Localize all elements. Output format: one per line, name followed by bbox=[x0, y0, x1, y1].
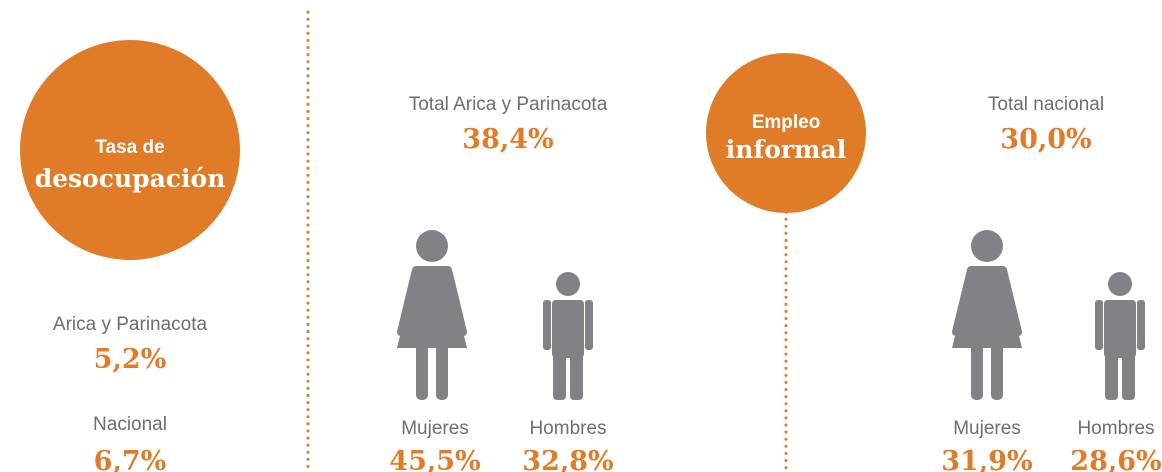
men-value: 28,6% bbox=[1070, 446, 1161, 472]
men-label: Hombres bbox=[1077, 418, 1154, 439]
total-value: 38,4% bbox=[462, 124, 553, 155]
women-value: 45,5% bbox=[389, 446, 480, 472]
woman-icon bbox=[397, 230, 467, 400]
total-value: 30,0% bbox=[1000, 124, 1091, 155]
item-label: Nacional bbox=[93, 414, 167, 435]
badge-small: Tasa de bbox=[95, 137, 164, 158]
total-label: Total Arica y Parinacota bbox=[409, 94, 608, 115]
badge-circle bbox=[706, 53, 866, 213]
item-value: 6,7% bbox=[94, 446, 167, 472]
woman-icon bbox=[952, 230, 1022, 400]
man-icon bbox=[543, 272, 593, 400]
badge-big: informal bbox=[726, 135, 846, 164]
item-value: 5,2% bbox=[94, 344, 167, 375]
total-label: Total nacional bbox=[988, 94, 1104, 115]
women-label: Mujeres bbox=[953, 418, 1021, 439]
badge-circle bbox=[20, 40, 240, 260]
badge-big: desocupación bbox=[35, 164, 226, 193]
men-label: Hombres bbox=[529, 418, 606, 439]
women-value: 31,9% bbox=[941, 446, 1032, 472]
women-label: Mujeres bbox=[401, 418, 469, 439]
men-value: 32,8% bbox=[522, 446, 613, 472]
badge-small: Empleo bbox=[752, 112, 821, 133]
man-icon bbox=[1095, 272, 1145, 400]
item-label: Arica y Parinacota bbox=[53, 314, 208, 335]
